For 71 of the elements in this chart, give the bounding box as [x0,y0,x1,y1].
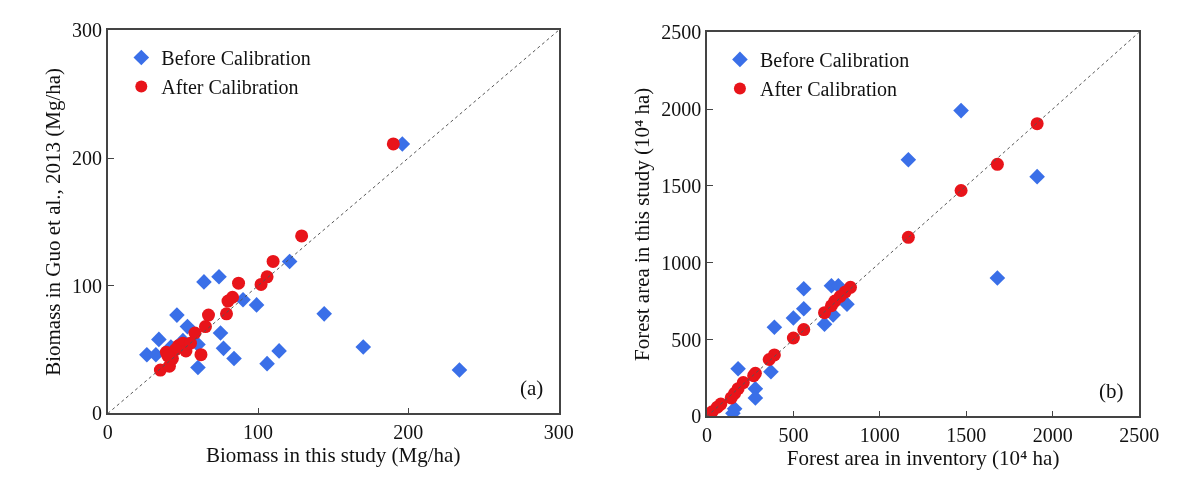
point [316,306,332,322]
point [194,348,208,362]
x-tick-label: 500 [778,424,809,447]
point [763,364,779,380]
point [198,320,212,334]
point [232,276,246,290]
point [169,307,185,323]
point [259,355,275,372]
point [220,307,233,321]
point [201,308,215,322]
point [762,353,776,366]
y-tick-label: 500 [671,328,702,351]
legend-label: After Calibration [759,78,898,101]
annotation: (a) [520,376,544,400]
y-tick-label: 300 [72,19,103,42]
point [211,269,227,285]
x-tick-label: 1000 [859,424,900,447]
point [190,359,206,376]
point [797,323,811,337]
point [386,137,400,151]
point [989,270,1006,286]
legend-label: After Calibration [161,76,299,99]
x-tick-label: 300 [543,421,574,444]
y-tick-label: 100 [72,274,103,297]
y-tick-label: 2500 [661,21,702,44]
point [766,319,783,336]
point [226,290,240,304]
point [151,331,167,348]
x-tick-label: 200 [393,421,424,444]
point [266,254,280,268]
point [706,405,719,417]
point [795,281,812,297]
point [901,230,915,244]
y-axis-title: Forest area in this study (10⁴ ha) [629,87,654,361]
point [953,102,969,119]
x-tick-label: 1500 [946,424,987,447]
y-tick-label: 1000 [661,251,702,274]
y-axis-title: Biomass in Guo et al., 2013 (Mg/ha) [40,67,65,376]
point [1030,117,1044,131]
point [355,339,372,355]
x-tick-label: 2000 [1032,424,1073,447]
y-tick-label: 0 [92,402,103,425]
point [730,360,746,377]
point [818,306,832,320]
point [1029,168,1045,185]
point [816,316,833,332]
y-tick-label: 0 [691,405,702,428]
point [900,151,917,168]
x-tick-label: 100 [243,421,274,444]
point [795,301,812,317]
y-tick-label: 1500 [661,174,702,197]
point [954,183,968,197]
point [212,325,229,341]
point [785,310,802,326]
point [990,157,1004,171]
point [271,343,287,359]
x-axis-title: Biomass in this study (Mg/ha) [206,443,461,468]
x-axis-title: Forest area in inventory (10⁴ ha) [786,446,1060,471]
point [786,331,800,345]
annotation: (b) [1099,379,1124,403]
point [196,274,212,290]
legend-label: Before Calibration [759,49,910,72]
point [451,362,468,378]
y-tick-label: 200 [72,147,103,170]
point [248,297,265,313]
point [295,229,309,243]
point [215,340,232,357]
y-tick-label: 2000 [661,98,702,121]
point [226,350,242,367]
legend-label: Before Calibration [161,47,311,70]
x-tick-label: 2500 [1119,424,1160,447]
